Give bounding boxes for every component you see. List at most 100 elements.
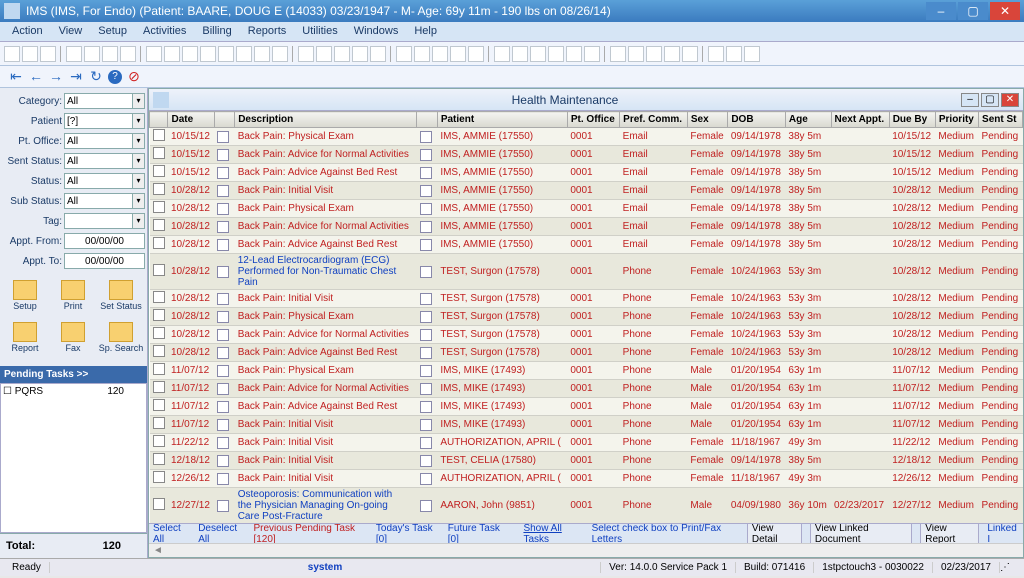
detail-icon[interactable] xyxy=(420,347,432,359)
toolbar-icon[interactable] xyxy=(22,46,38,62)
table-row[interactable]: 10/15/12Back Pain: Advice Against Bed Re… xyxy=(150,164,1023,182)
toolbar-icon[interactable] xyxy=(40,46,56,62)
pending-item[interactable]: PQRS xyxy=(15,386,43,397)
nav-first-icon[interactable]: ⇤ xyxy=(8,69,24,85)
toolbar-icon[interactable] xyxy=(548,46,564,62)
toolbar-icon[interactable] xyxy=(102,46,118,62)
horizontal-scrollbar[interactable]: ◄ xyxy=(149,543,1023,557)
detail-icon[interactable] xyxy=(420,500,432,512)
table-row[interactable]: 10/28/12Back Pain: Advice Against Bed Re… xyxy=(150,236,1023,254)
toolbar-icon[interactable] xyxy=(664,46,680,62)
toolbar-icon[interactable] xyxy=(218,46,234,62)
detail-icon[interactable] xyxy=(420,401,432,413)
table-row[interactable]: 12/27/12Osteoporosis: Communication with… xyxy=(150,488,1023,524)
doc-icon[interactable] xyxy=(217,383,229,395)
column-header[interactable]: Priority xyxy=(935,112,978,128)
detail-icon[interactable] xyxy=(420,455,432,467)
apptto-input[interactable]: 00/00/00 xyxy=(64,253,145,269)
column-header[interactable]: Sent St xyxy=(979,112,1023,128)
column-header[interactable] xyxy=(417,112,438,128)
status-select[interactable]: All xyxy=(64,173,133,189)
toolbar-icon[interactable] xyxy=(494,46,510,62)
table-row[interactable]: 11/07/12Back Pain: Initial VisitIMS, MIK… xyxy=(150,416,1023,434)
minimize-button[interactable]: – xyxy=(926,2,956,20)
column-header[interactable] xyxy=(214,112,235,128)
menu-activities[interactable]: Activities xyxy=(135,22,194,41)
toolbar-icon[interactable] xyxy=(272,46,288,62)
table-row[interactable]: 12/26/12Back Pain: Initial VisitAUTHORIZ… xyxy=(150,470,1023,488)
column-header[interactable]: Pref. Comm. xyxy=(620,112,688,128)
category-select[interactable]: All xyxy=(64,93,133,109)
toolbar-icon[interactable] xyxy=(66,46,82,62)
select-all-link[interactable]: Select All xyxy=(153,523,190,543)
print-button[interactable]: Print xyxy=(50,280,96,320)
toolbar-icon[interactable] xyxy=(370,46,386,62)
detail-icon[interactable] xyxy=(420,383,432,395)
nav-help-icon[interactable]: ? xyxy=(108,70,122,84)
row-checkbox[interactable] xyxy=(153,237,165,249)
sub-min-button[interactable]: – xyxy=(961,93,979,107)
toolbar-icon[interactable] xyxy=(530,46,546,62)
detail-icon[interactable] xyxy=(420,365,432,377)
nav-prev-icon[interactable]: ← xyxy=(28,69,44,85)
column-header[interactable]: Pt. Office xyxy=(567,112,619,128)
nav-next-icon[interactable]: → xyxy=(48,69,64,85)
table-row[interactable]: 10/28/12Back Pain: Initial VisitIMS, AMM… xyxy=(150,182,1023,200)
nav-last-icon[interactable]: ⇥ xyxy=(68,69,84,85)
toolbar-icon[interactable] xyxy=(610,46,626,62)
toolbar-icon[interactable] xyxy=(352,46,368,62)
menu-action[interactable]: Action xyxy=(4,22,51,41)
toolbar-icon[interactable] xyxy=(468,46,484,62)
dropdown-icon[interactable]: ▾ xyxy=(133,93,145,109)
view-linked-button[interactable]: View Linked Document xyxy=(810,523,912,543)
doc-icon[interactable] xyxy=(217,419,229,431)
report-button[interactable]: Report xyxy=(2,322,48,362)
patient-input[interactable]: [?] xyxy=(64,113,133,129)
ptoffice-select[interactable]: All xyxy=(64,133,133,149)
menu-utilities[interactable]: Utilities xyxy=(294,22,345,41)
tag-input[interactable] xyxy=(64,213,133,229)
detail-icon[interactable] xyxy=(420,239,432,251)
doc-icon[interactable] xyxy=(217,455,229,467)
column-header[interactable]: Next Appt. xyxy=(831,112,889,128)
table-row[interactable]: 11/07/12Back Pain: Advice for Normal Act… xyxy=(150,380,1023,398)
table-row[interactable]: 10/28/12Back Pain: Initial VisitTEST, Su… xyxy=(150,290,1023,308)
detail-icon[interactable] xyxy=(420,311,432,323)
nav-cancel-icon[interactable]: ⊘ xyxy=(126,69,142,85)
table-row[interactable]: 11/07/12Back Pain: Advice Against Bed Re… xyxy=(150,398,1023,416)
row-checkbox[interactable] xyxy=(153,264,165,276)
doc-icon[interactable] xyxy=(217,329,229,341)
row-checkbox[interactable] xyxy=(153,399,165,411)
row-checkbox[interactable] xyxy=(153,363,165,375)
detail-icon[interactable] xyxy=(420,167,432,179)
toolbar-icon[interactable] xyxy=(584,46,600,62)
toolbar-icon[interactable] xyxy=(726,46,742,62)
column-header[interactable]: DOB xyxy=(728,112,786,128)
toolbar-icon[interactable] xyxy=(236,46,252,62)
view-detail-button[interactable]: View Detail xyxy=(747,523,802,543)
set-status-button[interactable]: Set Status xyxy=(98,280,144,320)
linked-link[interactable]: Linked I xyxy=(987,523,1019,543)
toolbar-icon[interactable] xyxy=(414,46,430,62)
doc-icon[interactable] xyxy=(217,185,229,197)
row-checkbox[interactable] xyxy=(153,201,165,213)
dropdown-icon[interactable]: ▾ xyxy=(133,213,145,229)
row-checkbox[interactable] xyxy=(153,381,165,393)
pending-header[interactable]: Pending Tasks >> xyxy=(0,366,147,383)
toolbar-icon[interactable] xyxy=(450,46,466,62)
row-checkbox[interactable] xyxy=(153,498,165,510)
table-row[interactable]: 12/18/12Back Pain: Initial VisitTEST, CE… xyxy=(150,452,1023,470)
toolbar-icon[interactable] xyxy=(298,46,314,62)
table-row[interactable]: 10/28/1212-Lead Electrocardiogram (ECG) … xyxy=(150,254,1023,290)
toolbar-icon[interactable] xyxy=(254,46,270,62)
setup-button[interactable]: Setup xyxy=(2,280,48,320)
table-row[interactable]: 10/28/12Back Pain: Advice Against Bed Re… xyxy=(150,344,1023,362)
toolbar-icon[interactable] xyxy=(4,46,20,62)
menu-help[interactable]: Help xyxy=(406,22,445,41)
row-checkbox[interactable] xyxy=(153,327,165,339)
doc-icon[interactable] xyxy=(217,500,229,512)
table-row[interactable]: 10/28/12Back Pain: Physical ExamTEST, Su… xyxy=(150,308,1023,326)
toolbar-icon[interactable] xyxy=(628,46,644,62)
detail-icon[interactable] xyxy=(420,329,432,341)
row-checkbox[interactable] xyxy=(153,417,165,429)
